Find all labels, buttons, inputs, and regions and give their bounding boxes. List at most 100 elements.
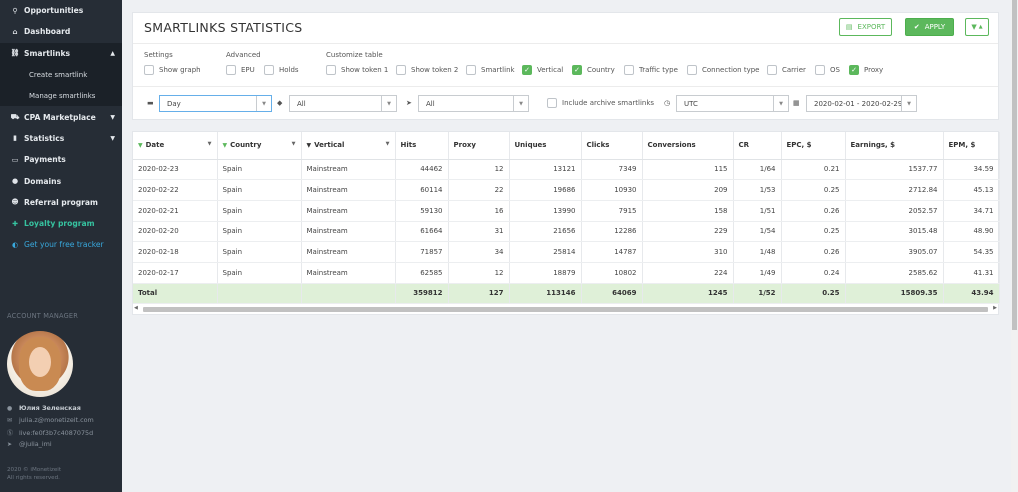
column-header-clicks[interactable]: Clicks [581,132,643,160]
chevron-down-icon: ▼ [901,96,916,111]
column-header-hits[interactable]: Hits [395,132,449,160]
chevron-down-icon: ▼ [385,141,390,148]
checkbox-country[interactable]: ✓ Country [572,65,615,75]
sidebar-item-label: Referral program [24,197,98,207]
table-cell: 1/52 [733,283,782,304]
scroll-left-arrow-icon[interactable]: ◀ [134,305,138,311]
checkbox-epu[interactable]: EPU [226,65,255,75]
tag-select[interactable]: All ▼ [289,95,397,112]
checkbox-box [144,65,154,75]
table-cell: 7349 [581,159,643,181]
checkbox-proxy[interactable]: ✓ Proxy [849,65,883,75]
checkbox-label: Holds [279,66,299,74]
settings-label: Settings [144,51,173,59]
sidebar-subitem-create-smartlink[interactable]: Create smartlink [0,63,122,86]
checkbox-show-token-1[interactable]: Show token 1 [326,65,388,75]
table-cell: Mainstream [301,262,396,284]
checkbox-box [624,65,634,75]
checkbox-connection-type[interactable]: Connection type [687,65,759,75]
group-by-select[interactable]: Day ▼ [159,95,272,112]
column-header-epc[interactable]: EPC, $ [781,132,846,160]
checkbox-vertical[interactable]: ✓ Vertical [522,65,563,75]
table-row: 2020-02-21 Spain Mainstream 59130 16 13990 791… [133,200,1000,222]
export-button[interactable]: ▤ EXPORT [839,18,892,36]
column-header-date[interactable]: ▼ Date ▼ [133,132,218,160]
account-manager-name: ● Юлия Зеленская [7,404,81,412]
wallet-icon: ▭ [11,155,19,164]
table-cell: 59130 [395,200,449,222]
scrollbar-thumb[interactable] [1012,0,1017,330]
table-cell: 229 [642,221,734,243]
checkbox-include-archive[interactable]: Include archive smartlinks [547,98,654,108]
table-cell: 60114 [395,179,449,201]
checkbox-show-token-2[interactable]: Show token 2 [396,65,458,75]
filter-toggle-button[interactable]: ▼ ▲ [965,18,989,36]
table-cell: 2020-02-23 [133,159,218,181]
column-header-earnings[interactable]: Earnings, $ [845,132,944,160]
column-header-label: Country [230,141,262,150]
account-manager-telegram[interactable]: ➤ @julia_imi [7,440,52,448]
sidebar-item-free-tracker[interactable]: ◐ Get your free tracker [0,234,122,255]
table-cell: 13990 [509,200,582,222]
column-header-epm[interactable]: EPM, $ [943,132,1000,160]
column-header-conversions[interactable]: Conversions [642,132,734,160]
folder-icon: ▬ [147,99,154,107]
sidebar-item-smartlinks[interactable]: ⛓ Smartlinks ▲ [0,42,122,64]
chevron-down-icon: ▼ [381,96,396,111]
checkbox-label: Vertical [537,66,564,74]
filter-icon: ▼ [306,142,312,150]
column-header-vertical[interactable]: ▼ Vertical ▼ [301,132,396,160]
table-cell: 2585.62 [845,262,944,284]
table-cell: 2052.57 [845,200,944,222]
scroll-right-arrow-icon[interactable]: ▶ [993,305,997,311]
table-cell [301,283,396,304]
scrollbar-thumb[interactable] [143,307,988,312]
checkbox-label: OS [830,66,840,74]
table-row: 2020-02-23 Spain Mainstream 44462 12 13121 734… [133,159,1000,181]
checkbox-smartlink[interactable]: Smartlink [466,65,515,75]
sidebar-item-opportunities[interactable]: ⚲ Opportunities [0,0,122,21]
sidebar-item-domains[interactable]: ● Domains [0,170,122,191]
traffic-source-select[interactable]: All ▼ [418,95,529,112]
table-cell: 127 [448,283,510,304]
table-cell: Spain [217,262,302,284]
sidebar-item-referral-program[interactable]: ☻ Referral program [0,192,122,213]
statistics-table: ▼ Date ▼ ▼ Country ▼ ▼ Vertical ▼ Hits Proxy U… [133,132,1000,304]
column-header-proxy[interactable]: Proxy [448,132,510,160]
sidebar-item-loyalty-program[interactable]: ✚ Loyalty program [0,213,122,234]
check-icon: ✓ [572,65,582,75]
table-cell: 62585 [395,262,449,284]
checkbox-carrier[interactable]: Carrier [767,65,806,75]
account-manager-email[interactable]: ✉ julia.z@monetizeit.com [7,416,94,424]
column-header-uniques[interactable]: Uniques [509,132,582,160]
sidebar-item-cpa-marketplace[interactable]: ⛟ CPA Marketplace ▼ [0,106,122,127]
checkbox-os[interactable]: OS [815,65,840,75]
table-cell: 158 [642,200,734,222]
sidebar-item-label: Get your free tracker [24,240,104,250]
date-range-value: 2020-02-01 - 2020-02-29 [814,99,903,108]
home-icon: ⌂ [12,27,18,36]
horizontal-scrollbar[interactable]: ◀ ▶ [133,305,998,313]
chevron-up-icon: ▲ [110,49,115,57]
table-cell: 61664 [395,221,449,243]
sidebar-item-payments[interactable]: ▭ Payments [0,149,122,170]
checkbox-box [326,65,336,75]
gift-icon: ✚ [12,219,18,228]
check-icon: ✓ [522,65,532,75]
checkbox-holds[interactable]: Holds [264,65,299,75]
link-icon: ⛓ [10,49,20,58]
sidebar-item-label: Smartlinks [24,48,71,58]
column-header-country[interactable]: ▼ Country ▼ [217,132,302,160]
sidebar-item-dashboard[interactable]: ⌂ Dashboard [0,21,122,42]
sidebar-item-statistics[interactable]: ▮ Statistics ▼ [0,128,122,149]
checkbox-show-graph[interactable]: Show graph [144,65,201,75]
vertical-scrollbar[interactable] [1011,0,1018,492]
table-cell: 21656 [509,221,582,243]
apply-button[interactable]: ✔ APPLY [905,18,954,36]
timezone-select[interactable]: UTC ▼ [676,95,789,112]
sidebar-subitem-manage-smartlinks[interactable]: Manage smartlinks [0,85,122,107]
date-range-select[interactable]: 2020-02-01 - 2020-02-29 ▼ [806,95,917,112]
column-header-cr[interactable]: CR [733,132,782,160]
checkbox-traffic-type[interactable]: Traffic type [624,65,678,75]
